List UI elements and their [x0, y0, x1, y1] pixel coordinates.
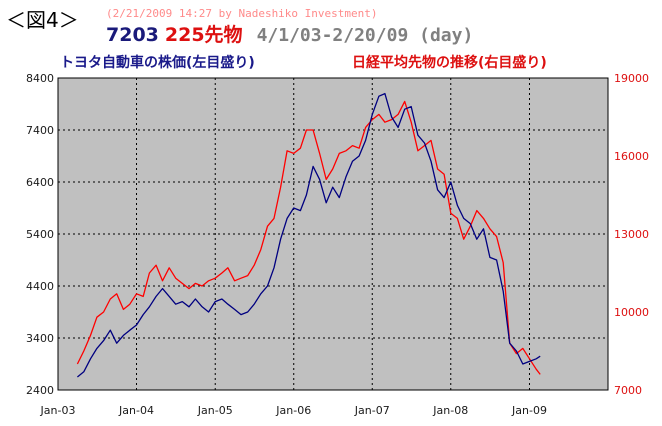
left-tick-label: 2400: [26, 384, 54, 397]
x-tick-label: Jan-06: [275, 404, 311, 417]
title-code-225: 225先物: [164, 24, 243, 46]
left-tick-label: 8400: [26, 72, 54, 85]
title-code-7203: 7203: [106, 24, 159, 46]
left-tick-label: 5400: [26, 228, 54, 241]
x-tick-label: Jan-03: [40, 404, 76, 417]
x-tick-label: Jan-04: [118, 404, 154, 417]
left-tick-label: 7400: [26, 124, 54, 137]
x-tick-label: Jan-09: [511, 404, 547, 417]
title-date-range: 4/1/03-2/20/09 (day): [256, 25, 474, 46]
left-tick-label: 4400: [26, 280, 54, 293]
right-tick-label: 13000: [614, 228, 649, 241]
toyota-price-line: [76, 92, 541, 378]
right-tick-label: 19000: [614, 72, 649, 85]
legend-nikkei: 日経平均先物の推移(右目盛り): [352, 55, 547, 71]
right-tick-label: 7000: [614, 384, 642, 397]
credit-text: (2/21/2009 14:27 by Nadeshiko Investment…: [106, 7, 378, 20]
series-layer: [76, 92, 541, 378]
left-tick-label: 6400: [26, 176, 54, 189]
right-tick-label: 10000: [614, 306, 649, 319]
left-tick-label: 3400: [26, 332, 54, 345]
right-tick-label: 16000: [614, 150, 649, 163]
x-tick-label: Jan-05: [197, 404, 233, 417]
figure-label: ＜図4＞: [6, 8, 79, 32]
chart-title: 7203 225先物 4/1/03-2/20/09 (day): [106, 20, 473, 47]
nikkei-futures-line: [76, 100, 541, 375]
x-tick-label: Jan-08: [432, 404, 468, 417]
legend-toyota: トヨタ自動車の株価(左目盛り): [60, 55, 255, 71]
plot-border: [57, 77, 609, 391]
x-tick-label: Jan-07: [354, 404, 390, 417]
axis-labels: 2400 3400 4400 5400 6400 7400 8400 7000 10000 130…: [26, 72, 649, 417]
grid-lines: [58, 78, 608, 390]
